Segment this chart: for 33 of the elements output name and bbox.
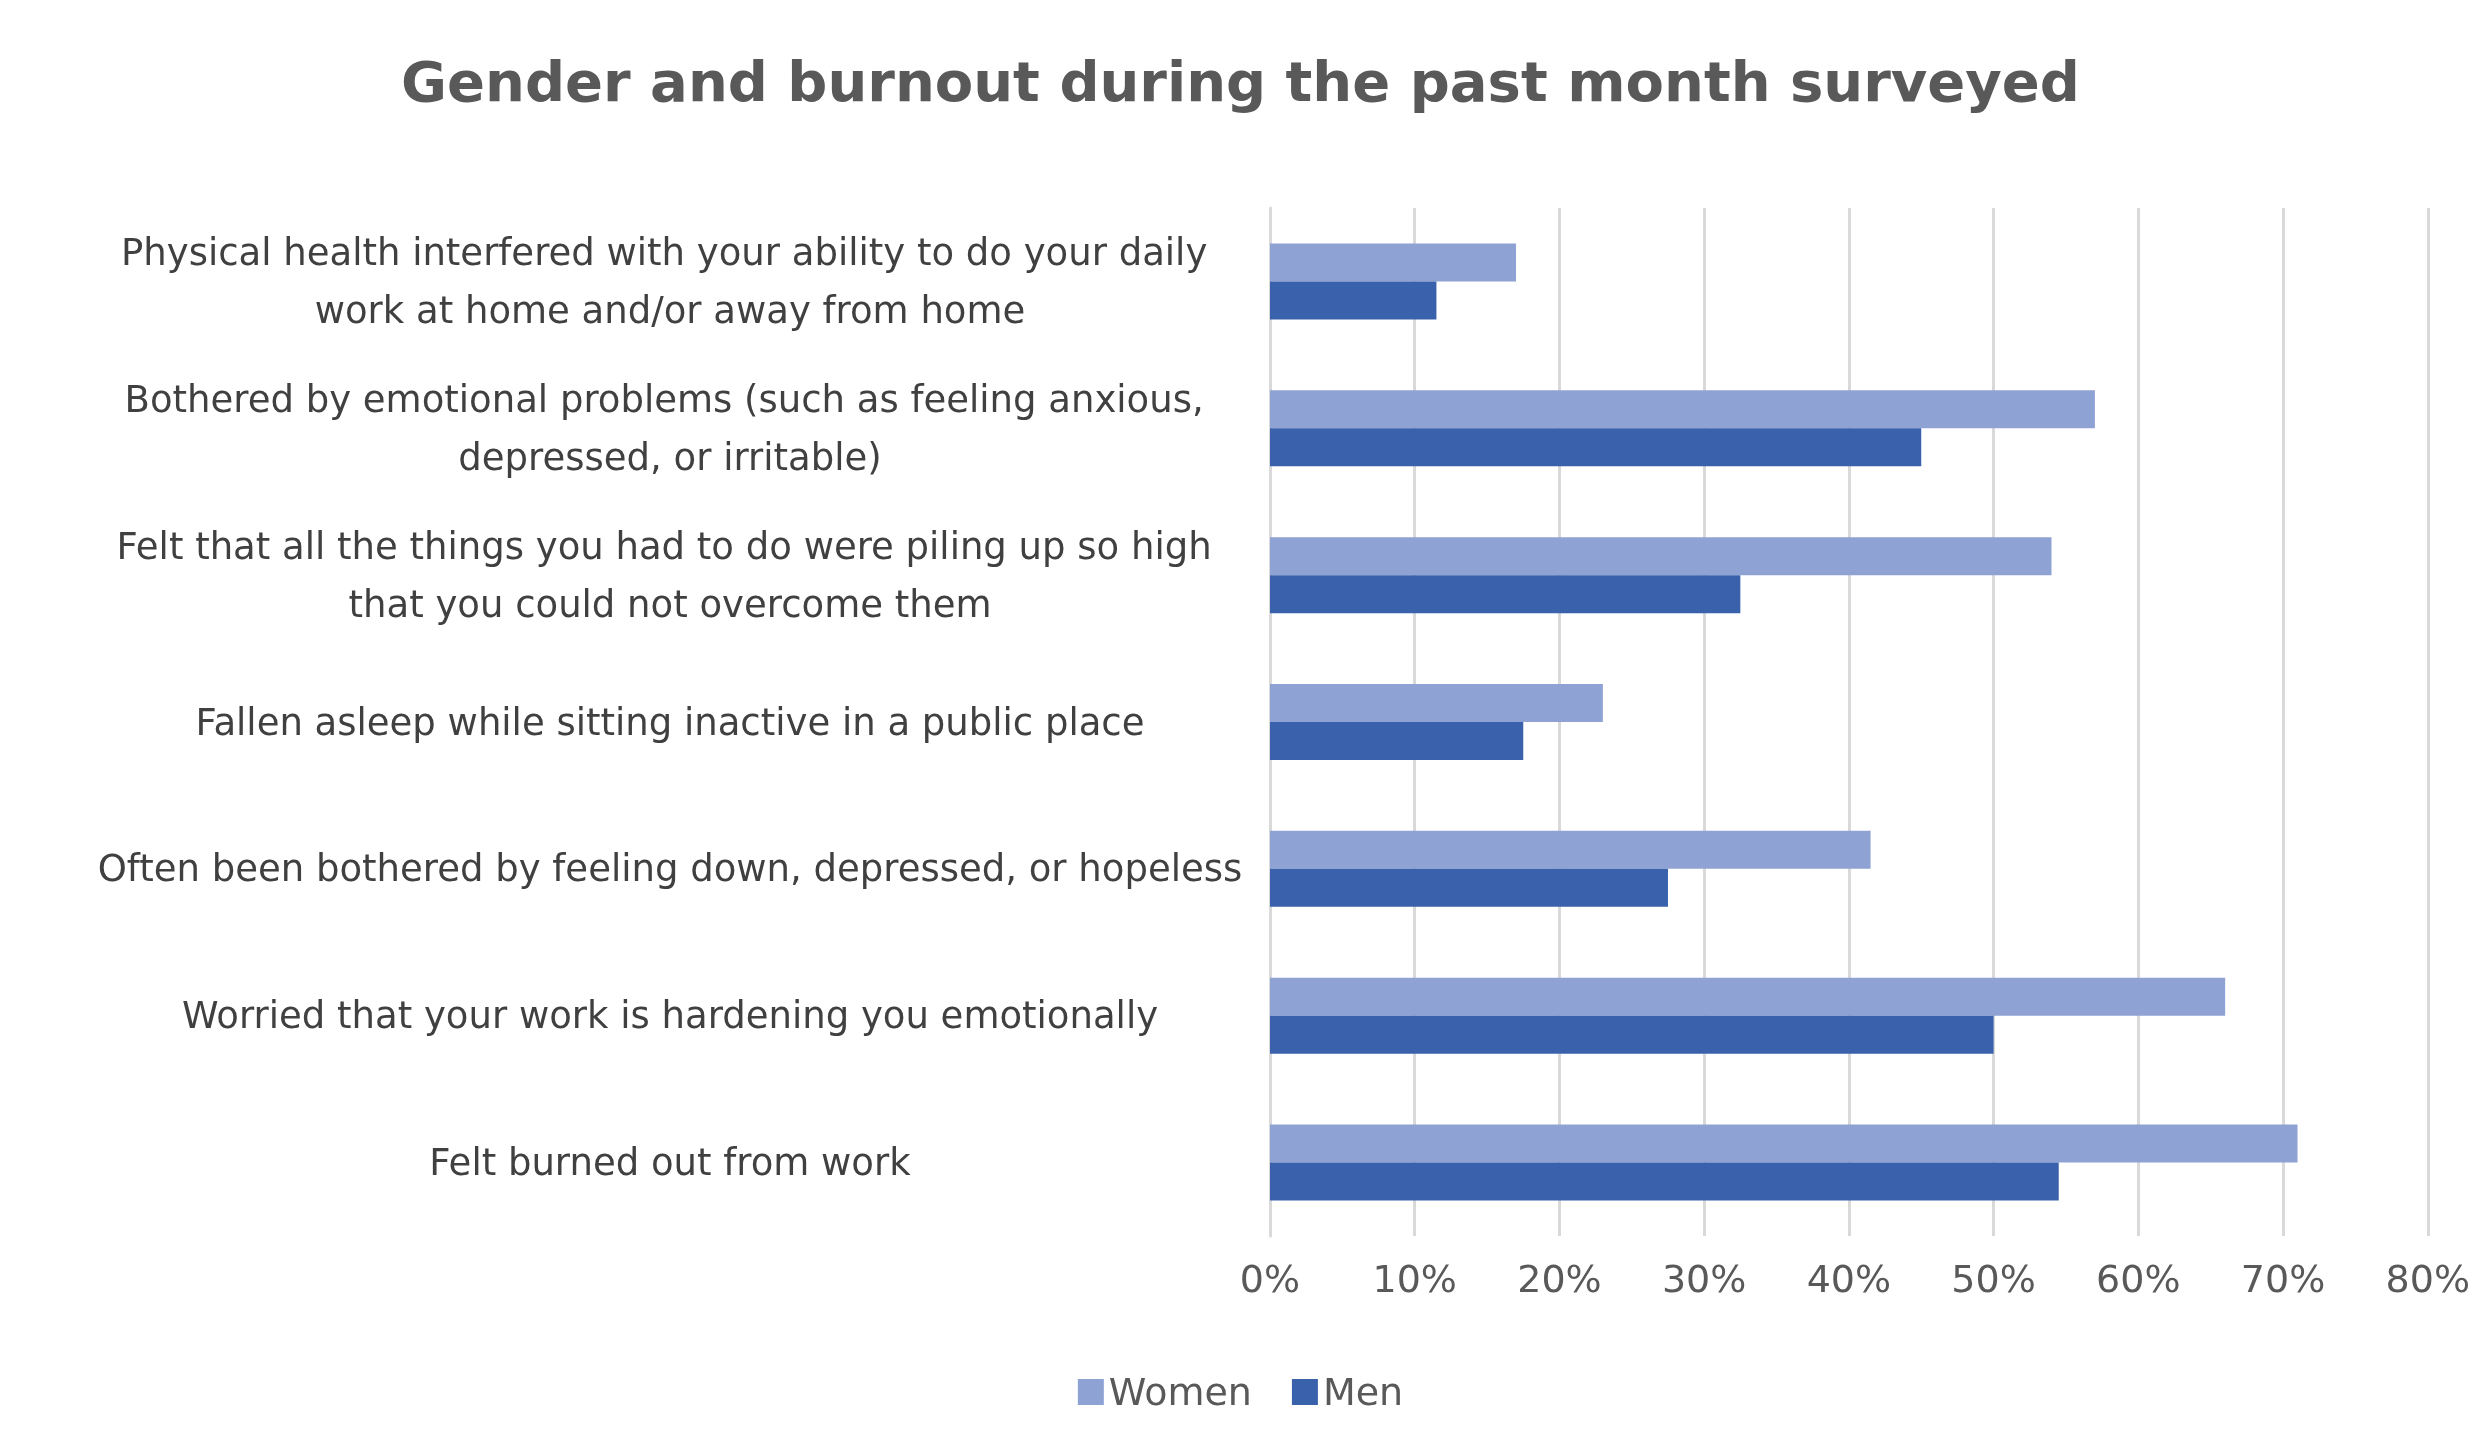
- bar: [1270, 428, 1922, 467]
- y-tick-label: Felt that all the things you had to do were piling up so high that you could not overcome them: [116, 524, 1224, 626]
- x-tick-label: 10%: [1372, 1257, 1457, 1301]
- y-tick-label: Bothered by emotional problems (such as feeling anxious, depressed, or irritable): [124, 377, 1216, 479]
- bar: [1270, 575, 1741, 614]
- x-tick-label: 20%: [1517, 1257, 1602, 1301]
- chart-title: Gender and burnout during the past month surveyed: [401, 48, 2080, 114]
- bar: [1270, 281, 1437, 320]
- y-tick-label: Often been bothered by feeling down, depressed, or hopeless: [97, 847, 1243, 891]
- x-tick-label: 0%: [1239, 1257, 1301, 1301]
- y-tick-label: Fallen asleep while sitting inactive in a public place: [195, 700, 1145, 744]
- y-tick-label: Felt burned out from work: [429, 1141, 912, 1185]
- bar: [1270, 390, 2095, 429]
- x-tick-label: 60%: [2096, 1257, 2181, 1301]
- bar: [1270, 1162, 2059, 1201]
- y-tick-label: Physical health interfered with your ability to do your daily work at home and/or away from home: [120, 230, 1220, 332]
- y-tick-label: Worried that your work is hardening you emotionally: [181, 994, 1159, 1038]
- bar: [1270, 722, 1524, 760]
- bar: [1270, 684, 1603, 722]
- x-tick-label: 70%: [2240, 1257, 2326, 1301]
- legend-label: Men: [1322, 1370, 1404, 1414]
- x-tick-label: 50%: [1951, 1257, 2036, 1301]
- legend-label: Women: [1108, 1370, 1252, 1414]
- bar: [1270, 977, 2226, 1016]
- x-tick-label: 80%: [2385, 1257, 2470, 1301]
- bar: [1270, 868, 1668, 907]
- x-tick-label: 40%: [1806, 1257, 1892, 1301]
- bar: [1270, 1015, 1994, 1054]
- bar: [1270, 830, 1871, 869]
- bar: [1270, 537, 2052, 576]
- bar: [1270, 243, 1517, 282]
- bar: [1270, 1124, 2298, 1163]
- x-tick-label: 30%: [1661, 1257, 1747, 1301]
